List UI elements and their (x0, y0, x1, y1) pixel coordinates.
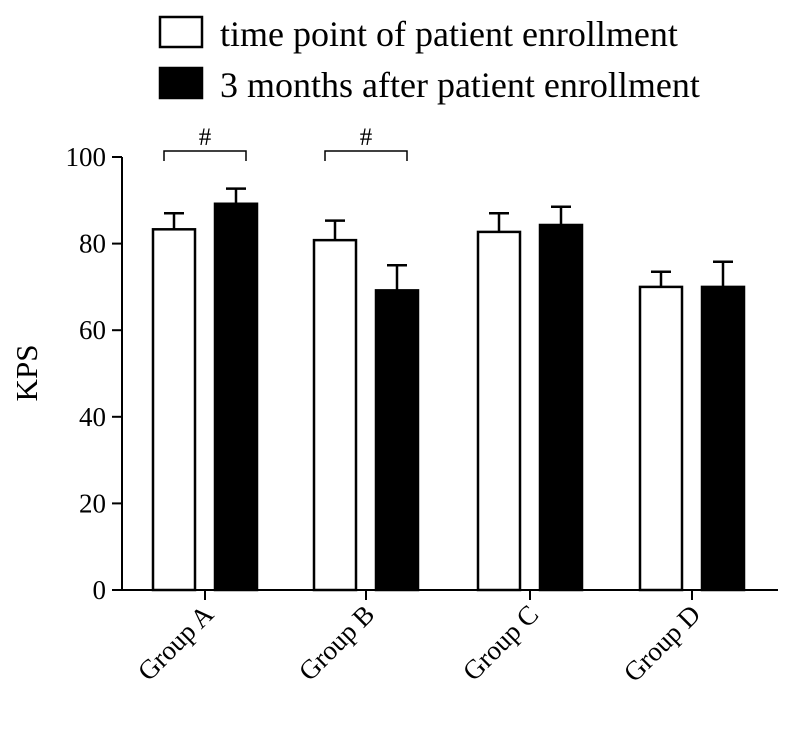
legend-swatch-enrollment (158, 15, 204, 49)
significance-bracket-group-b (324, 150, 408, 161)
y-tick-label-80: 80 (79, 229, 106, 259)
bar-group-a-series-1 (151, 228, 197, 592)
significance-mark-group-a: # (199, 124, 212, 151)
y-axis: 0 20 40 60 80 100 (66, 142, 123, 605)
bar-group-b-series-1 (312, 238, 358, 592)
bar-group-c-series-2 (538, 223, 584, 592)
x-axis: Group A Group B Group C Group D (122, 589, 778, 688)
y-tick-label-60: 60 (79, 315, 106, 345)
bar-group-c-series-1 (476, 230, 522, 592)
x-tick-label-group-a: Group A (132, 599, 220, 687)
bar-group-a-series-2 (213, 202, 259, 592)
y-axis-label: KPS (9, 345, 44, 402)
bar-group-d-series-1 (638, 285, 684, 592)
legend-label-enrollment: time point of patient enrollment (220, 14, 678, 54)
significance-mark-group-b: # (360, 124, 373, 151)
y-tick-label-0: 0 (93, 575, 107, 605)
significance-bracket-group-a (163, 150, 247, 161)
y-tick-label-40: 40 (79, 402, 106, 432)
annotations: # # (163, 124, 408, 161)
legend: time point of patient enrollment 3 month… (158, 14, 700, 105)
y-tick-label-20: 20 (79, 488, 106, 518)
y-tick-label-100: 100 (66, 142, 107, 172)
legend-label-3-months: 3 months after patient enrollment (220, 65, 700, 105)
x-tick-label-group-b: Group B (293, 599, 381, 687)
bar-group-d-series-2 (700, 285, 746, 592)
x-tick-label-group-d: Group D (618, 599, 707, 688)
x-tick-label-group-c: Group C (457, 599, 545, 687)
legend-swatch-3-months (158, 66, 204, 100)
bars (151, 187, 746, 592)
bar-group-b-series-2 (374, 289, 420, 592)
